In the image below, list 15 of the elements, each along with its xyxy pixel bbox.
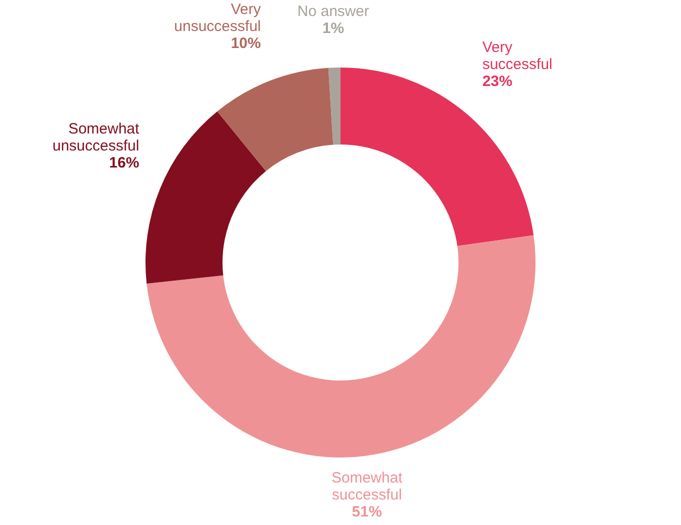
data-label: 23%	[482, 73, 512, 90]
slice-label: Very unsuccessful	[174, 0, 262, 35]
slice-label: Somewhat successful	[331, 469, 404, 504]
slice-label: Somewhat unsuccessful	[52, 120, 140, 155]
data-label: 16%	[109, 154, 140, 172]
data-label: 51%	[352, 503, 382, 520]
data-label: 10%	[230, 34, 261, 52]
donut-slice	[328, 68, 340, 145]
donut-slice	[146, 111, 266, 284]
data-label: 1%	[322, 20, 344, 38]
slice-label: No answer	[297, 3, 370, 20]
donut-slice	[146, 235, 536, 458]
donut-slice	[217, 68, 334, 172]
donut-slice	[340, 68, 534, 246]
slice-label: Very successful	[482, 39, 552, 74]
